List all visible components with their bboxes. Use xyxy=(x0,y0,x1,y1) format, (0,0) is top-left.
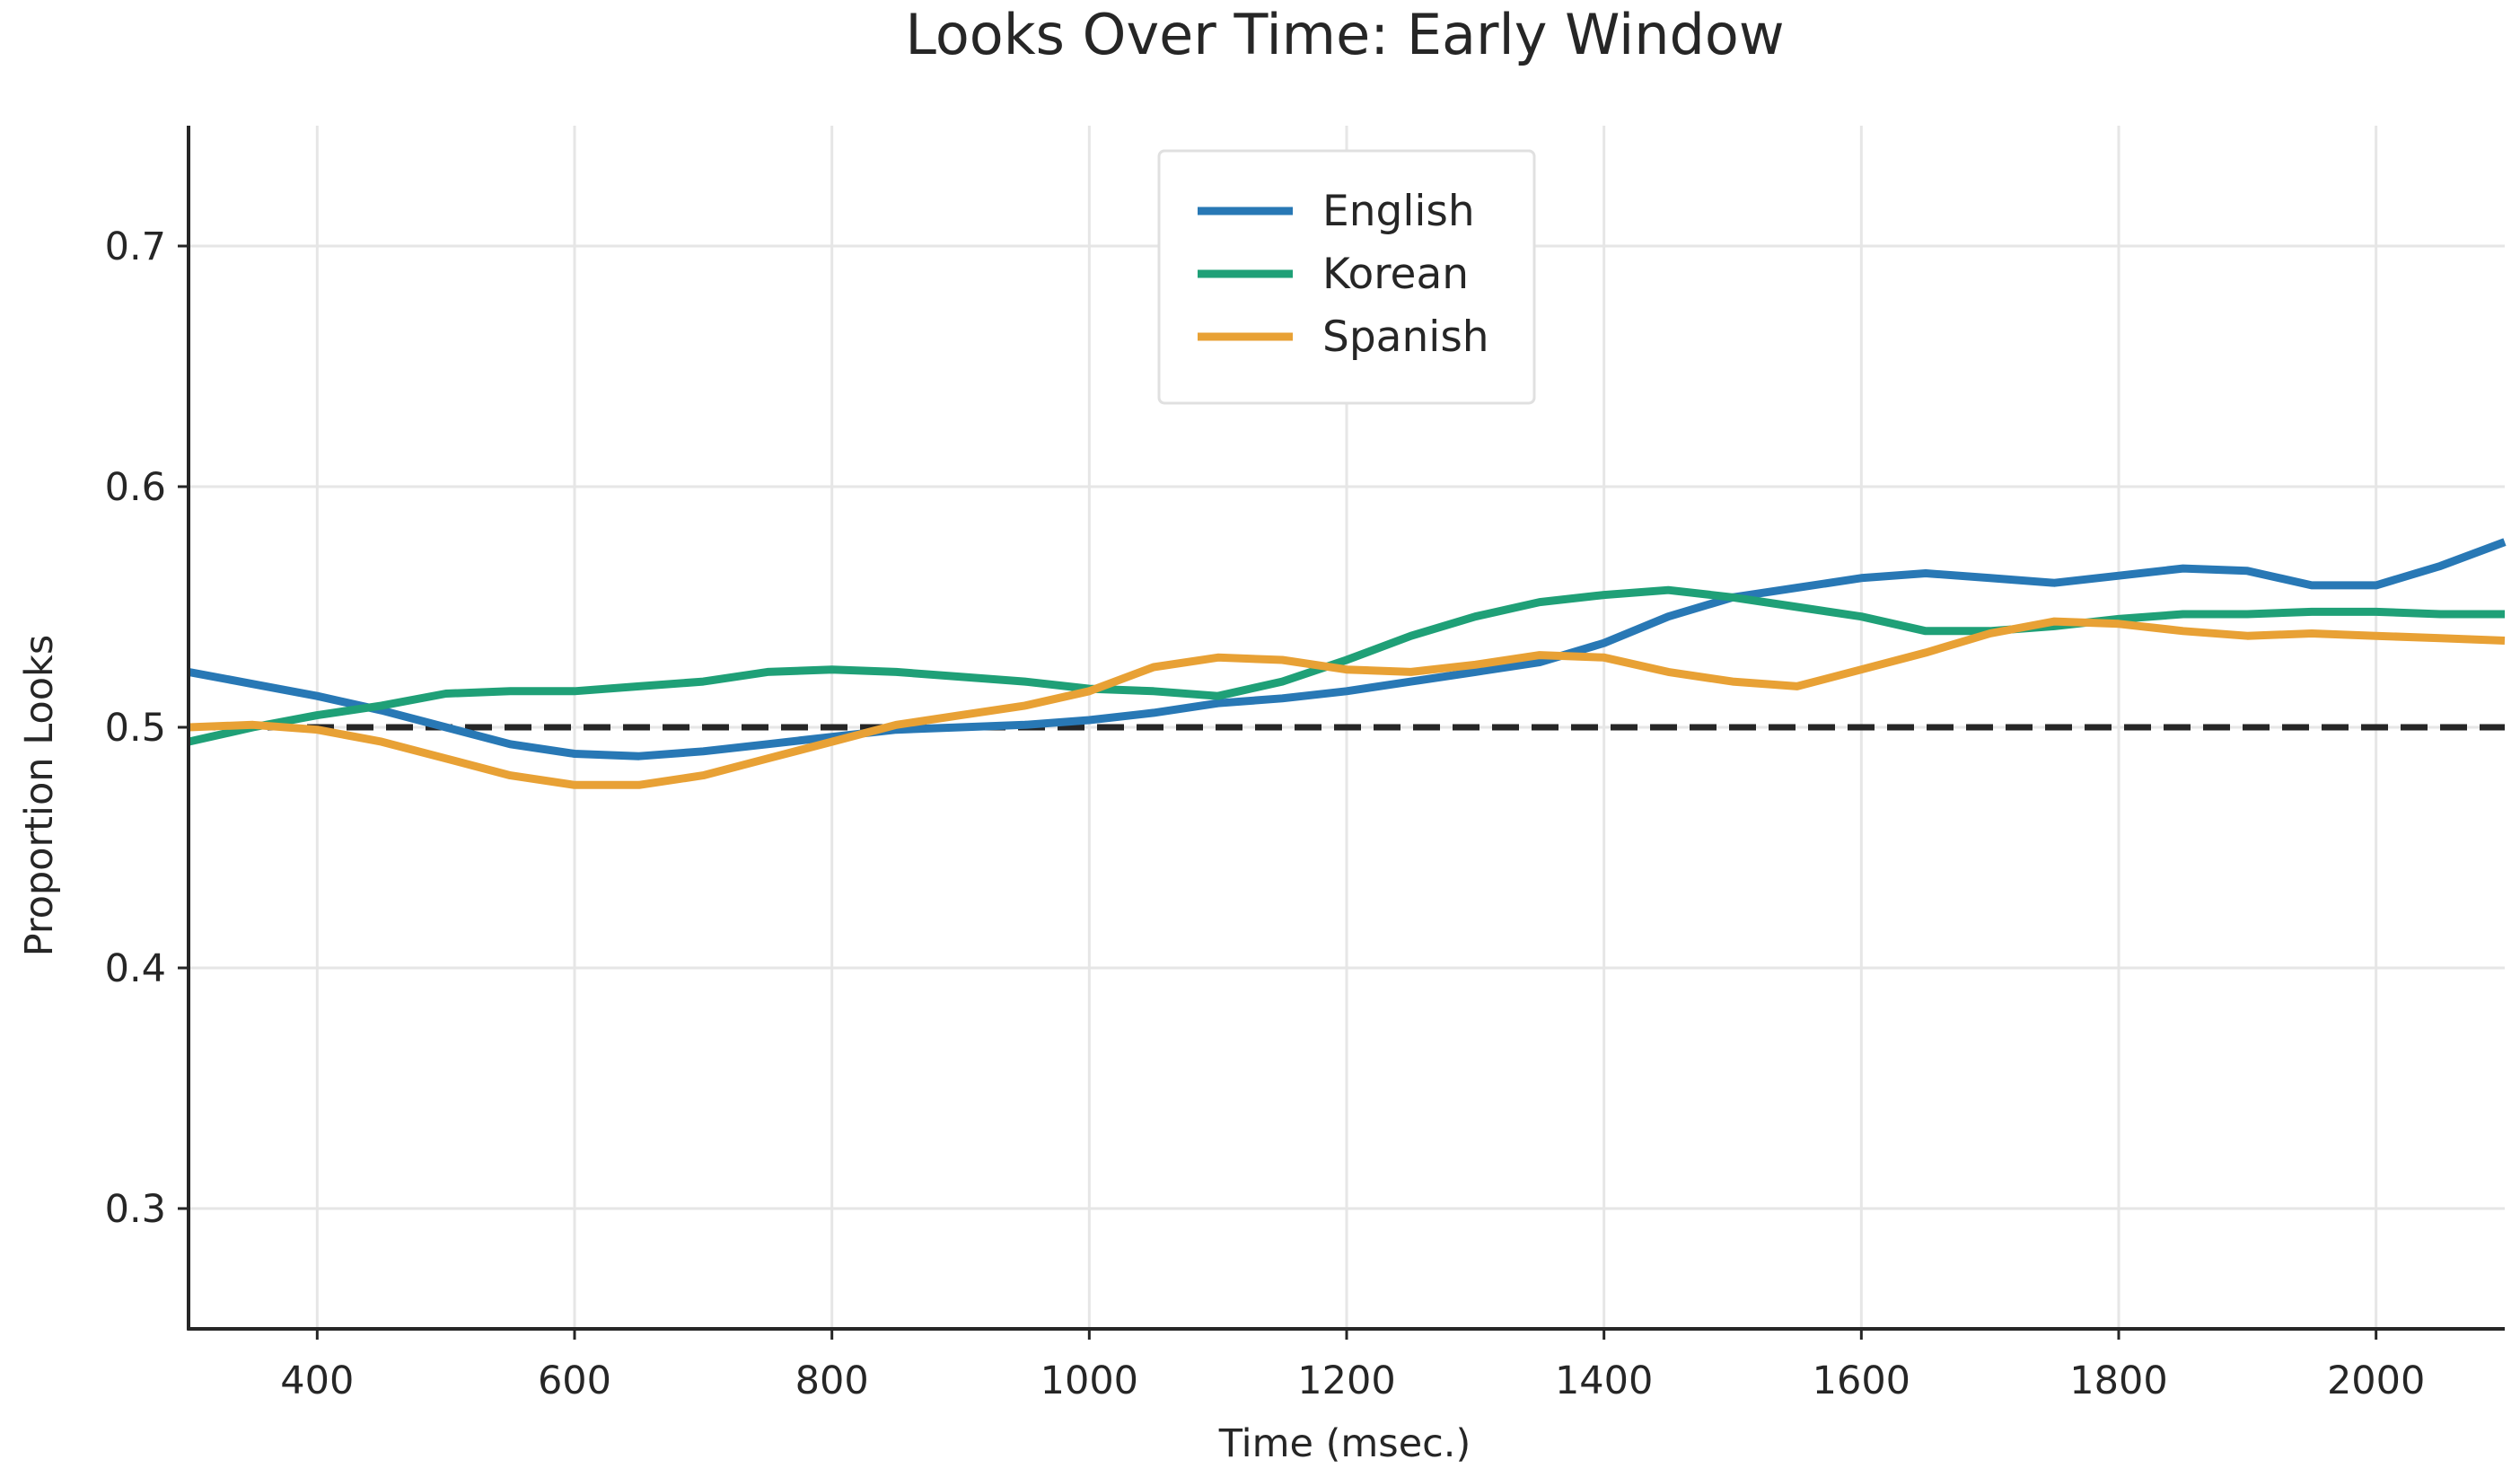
x-tick-label: 1000 xyxy=(1040,1358,1138,1403)
series-line-spanish xyxy=(188,617,2506,789)
legend-label-spanish: Spanish xyxy=(1322,312,1489,362)
y-tick-label: 0.5 xyxy=(105,706,166,751)
y-axis-ticks: 0.3 0.4 0.5 0.6 0.7 xyxy=(105,224,189,1232)
x-tick-label: 1800 xyxy=(2069,1358,2167,1403)
y-tick-label: 0.7 xyxy=(105,224,166,269)
x-axis-label: Time (msec.) xyxy=(1218,1421,1471,1466)
series-lines xyxy=(188,538,2507,789)
x-axis-ticks: 400 600 800 1000 1200 1400 1600 1800 2000 xyxy=(280,1329,2425,1403)
series-line-english xyxy=(188,538,2507,760)
legend: English Korean Spanish xyxy=(1157,149,1536,405)
y-tick-label: 0.4 xyxy=(105,946,166,991)
x-tick-label: 1400 xyxy=(1555,1358,1653,1403)
x-tick-label: 1600 xyxy=(1813,1358,1910,1403)
series-line-korean xyxy=(188,585,2505,746)
legend-label-english: English xyxy=(1322,187,1475,236)
legend-label-korean: Korean xyxy=(1322,250,1469,299)
y-tick-label: 0.6 xyxy=(105,465,166,510)
x-tick-label: 800 xyxy=(795,1358,869,1403)
x-tick-label: 2000 xyxy=(2327,1358,2425,1403)
x-tick-label: 600 xyxy=(538,1358,611,1403)
x-tick-label: 1200 xyxy=(1297,1358,1395,1403)
x-tick-label: 400 xyxy=(280,1358,354,1403)
y-tick-label: 0.3 xyxy=(105,1187,166,1232)
chart-title: Looks Over Time: Early Window xyxy=(905,2,1784,67)
y-axis-label: Proportion Looks xyxy=(17,635,62,957)
